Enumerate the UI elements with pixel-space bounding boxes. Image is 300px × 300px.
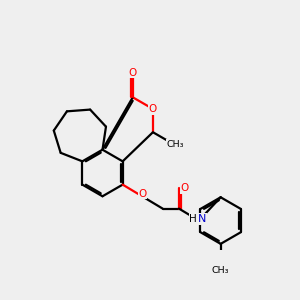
Text: CH₃: CH₃ [167, 140, 184, 149]
Text: CH₃: CH₃ [212, 266, 230, 275]
Text: O: O [180, 183, 189, 193]
Text: O: O [149, 104, 157, 114]
Text: O: O [139, 188, 147, 199]
Text: N: N [198, 214, 206, 224]
Text: H: H [190, 214, 197, 224]
Text: O: O [129, 68, 137, 78]
